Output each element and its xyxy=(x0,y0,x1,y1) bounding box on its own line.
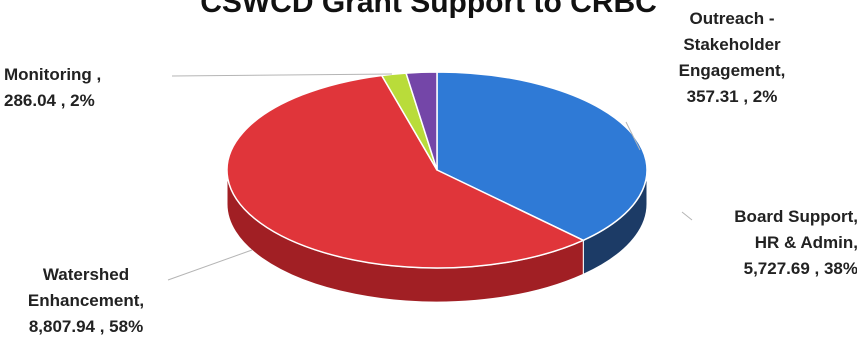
pie-slice-1 xyxy=(226,74,586,269)
leader-line-3 xyxy=(167,249,253,281)
chart-title: CSWCD Grant Support to CRBC xyxy=(200,0,657,19)
data-label-watershed: Watershed Enhancement, 8,807.94 , 58% xyxy=(27,265,145,336)
leader-line-2 xyxy=(681,211,693,221)
data-label-monitoring: Monitoring , 286.04 , 2% xyxy=(4,65,102,110)
data-label-board-support: Board Support, HR & Admin, 5,727.69 , 38… xyxy=(734,207,857,278)
pie-slice-3 xyxy=(405,71,438,171)
data-label-outreach: Outreach - Stakeholder Engagement, 357.3… xyxy=(678,9,786,106)
leader-line-0 xyxy=(171,73,393,77)
leader-line-1 xyxy=(625,121,641,151)
